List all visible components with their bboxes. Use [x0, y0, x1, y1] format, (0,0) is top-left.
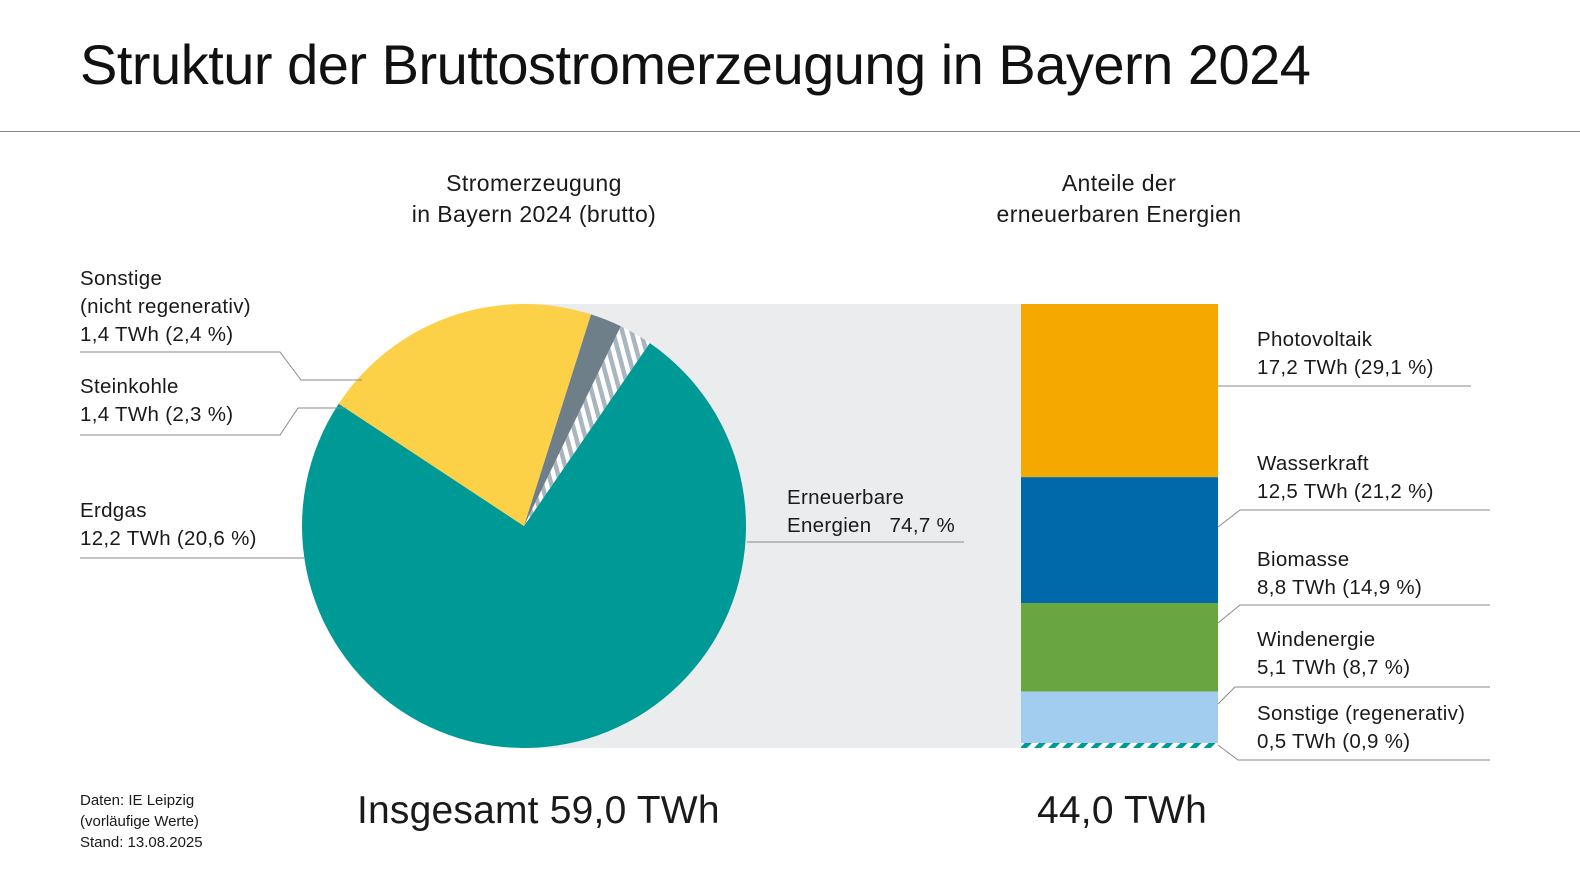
- label-steinkohle-line1: Steinkohle: [80, 375, 179, 398]
- label-sonstige-line1: Sonstige: [80, 267, 163, 290]
- source-line1: Daten: IE Leipzig: [80, 792, 195, 809]
- label-sonstige-line2: (nicht regenerativ): [80, 295, 251, 318]
- label-pv-value: 17,2 TWh (29,1 %): [1257, 356, 1434, 379]
- right-subtitle-line1: Anteile der: [1061, 170, 1177, 196]
- label-sonstige-value: 1,4 TWh (2,4 %): [80, 323, 234, 346]
- label-bio-line1: Biomasse: [1257, 548, 1350, 571]
- source-note: Daten: IE Leipzig (vorläufige Werte) Sta…: [80, 790, 203, 853]
- label-wind-line1: Windenergie: [1257, 628, 1376, 651]
- label-sonstige-nicht-regenerativ: Sonstige (nicht regenerativ) 1,4 TWh (2,…: [80, 265, 251, 349]
- bar-segment-wasserkraft: [1021, 477, 1218, 604]
- title-divider: [0, 131, 1580, 132]
- left-subtitle-line1: Stromerzeugung: [446, 170, 622, 196]
- pie-total: Insgesamt 59,0 TWh: [357, 789, 720, 832]
- leader-sonstige: [80, 351, 362, 381]
- label-wasser-value: 12,5 TWh (21,2 %): [1257, 480, 1434, 503]
- left-subtitle-line2: in Bayern 2024 (brutto): [411, 201, 657, 227]
- source-line3: Stand: 13.08.2025: [80, 834, 203, 851]
- bar-total: 44,0 TWh: [1037, 789, 1207, 832]
- right-subtitle-line2: erneuerbaren Energien: [996, 201, 1242, 227]
- label-wasserkraft: Wasserkraft 12,5 TWh (21,2 %): [1257, 450, 1434, 506]
- bar-segment-sonstige-regenerativ: [1021, 742, 1218, 748]
- label-sreg-line1: Sonstige (regenerativ): [1257, 702, 1466, 725]
- bar-segment-photovoltaik: [1021, 304, 1218, 478]
- label-photovoltaik: Photovoltaik 17,2 TWh (29,1 %): [1257, 326, 1434, 382]
- leader-sonstige-regenerativ: [1217, 744, 1490, 761]
- bar-segment-windenergie: [1021, 691, 1218, 743]
- pie-slice-erneuerbare: [302, 343, 746, 748]
- leader-biomasse: [1217, 604, 1490, 624]
- label-erdgas-value: 12,2 TWh (20,6 %): [80, 527, 257, 550]
- label-bio-value: 8,8 TWh (14,9 %): [1257, 576, 1423, 599]
- label-wasser-line1: Wasserkraft: [1257, 452, 1369, 475]
- pie-slice-sonstige: [524, 326, 650, 526]
- label-steinkohle-value: 1,4 TWh (2,3 %): [80, 403, 234, 426]
- source-line2: (vorläufige Werte): [80, 813, 199, 830]
- label-erneuerbare: Erneuerbare Energien 74,7 %: [787, 484, 955, 540]
- label-erneuerbare-line1: Erneuerbare: [787, 486, 905, 509]
- pie-slice-steinkohle: [524, 314, 621, 526]
- leader-steinkohle: [80, 407, 346, 436]
- bar-segment-biomasse: [1021, 603, 1218, 692]
- label-erdgas: Erdgas 12,2 TWh (20,6 %): [80, 497, 257, 553]
- leader-windenergie: [1217, 686, 1490, 705]
- label-steinkohle: Steinkohle 1,4 TWh (2,3 %): [80, 373, 233, 429]
- label-windenergie: Windenergie 5,1 TWh (8,7 %): [1257, 626, 1410, 682]
- label-pv-line1: Photovoltaik: [1257, 328, 1373, 351]
- label-erdgas-line1: Erdgas: [80, 499, 147, 522]
- label-wind-value: 5,1 TWh (8,7 %): [1257, 656, 1411, 679]
- label-biomasse: Biomasse 8,8 TWh (14,9 %): [1257, 546, 1422, 602]
- page-title: Struktur der Bruttostromerzeugung in Bay…: [80, 33, 1311, 96]
- label-erneuerbare-value: Energien 74,7 %: [787, 514, 956, 537]
- left-chart-subtitle: Stromerzeugung in Bayern 2024 (brutto): [334, 168, 734, 230]
- leader-wasserkraft: [1217, 509, 1490, 528]
- label-sonstige-regenerativ: Sonstige (regenerativ) 0,5 TWh (0,9 %): [1257, 700, 1465, 756]
- pie-slice-erdgas: [338, 303, 592, 526]
- right-chart-subtitle: Anteile der erneuerbaren Energien: [919, 168, 1319, 230]
- label-sreg-value: 0,5 TWh (0,9 %): [1257, 730, 1411, 753]
